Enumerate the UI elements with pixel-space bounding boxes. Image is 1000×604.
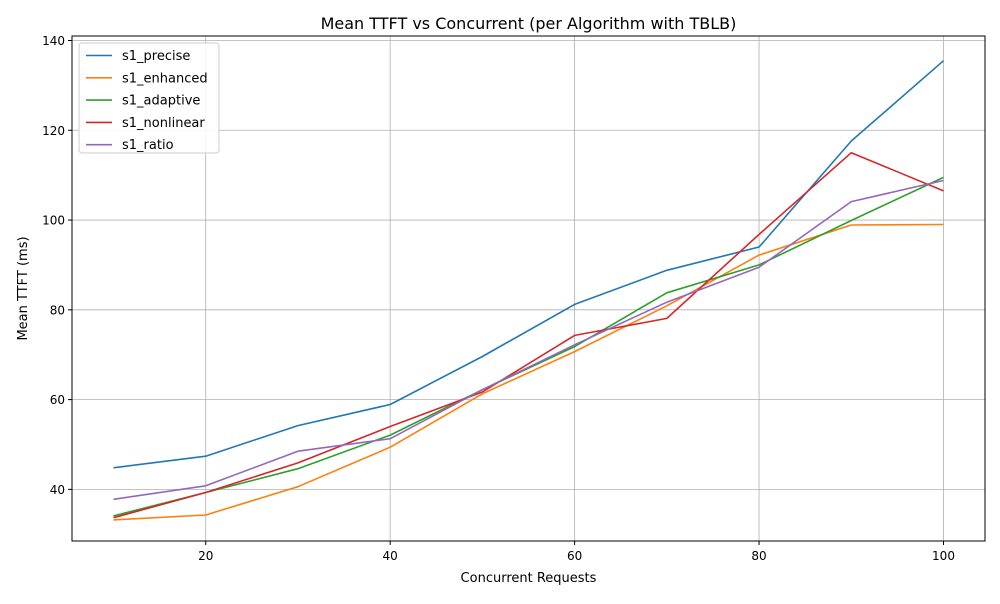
y-tick-label: 140 [42,34,65,48]
y-tick-label: 120 [42,124,65,138]
x-tick-label: 100 [932,549,955,563]
series-lines [113,60,945,521]
legend-label-s1-precise: s1_precise [122,49,190,64]
x-tick-label: 20 [198,549,213,563]
chart-title: Mean TTFT vs Concurrent (per Algorithm w… [321,14,737,33]
series-line-s1-ratio [113,179,944,501]
y-tick-label: 80 [50,303,65,317]
legend-label-s1-adaptive: s1_adaptive [122,94,200,109]
axis-ticks: 20 40 60 80 100 40 60 80 100 120 140 [42,34,955,563]
legend-label-s1-nonlinear: s1_nonlinear [122,116,205,131]
legend-box [78,42,220,154]
x-tick-label: 60 [567,549,582,563]
x-tick-label: 40 [383,549,398,563]
y-axis-title: Mean TTFT (ms) [16,236,31,340]
legend-label-s1-ratio: s1_ratio [122,138,174,153]
y-tick-label: 40 [50,483,65,497]
series-line-s1-enhanced [113,223,944,521]
y-tick-label: 100 [42,214,65,228]
x-axis-title: Concurrent Requests [461,571,597,586]
legend: s1_precise s1_enhanced s1_adaptive s1_nonli… [78,42,220,154]
plot-area-frame [71,35,986,542]
series-line-s1-nonlinear [113,151,944,519]
grid [72,36,985,541]
y-tick-label: 60 [50,393,65,407]
x-tick-label: 80 [751,549,766,563]
series-line-s1-adaptive [113,176,944,517]
legend-label-s1-enhanced: s1_enhanced [122,71,208,86]
